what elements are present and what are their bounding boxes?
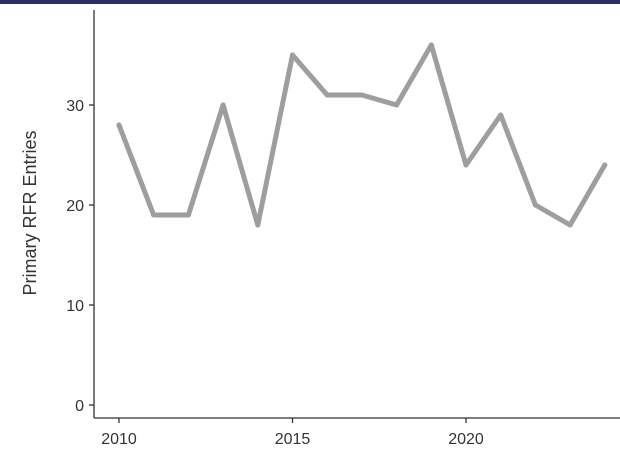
data-point xyxy=(498,112,504,118)
data-point xyxy=(324,92,330,98)
data-point xyxy=(185,212,191,218)
data-point xyxy=(220,102,226,108)
top-accent-bar xyxy=(0,0,620,4)
data-point xyxy=(359,92,365,98)
data-point xyxy=(394,102,400,108)
y-axis-ticks: 0 10 20 30 xyxy=(66,98,94,415)
y-tick-label: 30 xyxy=(66,98,84,115)
axes xyxy=(93,10,620,419)
x-tick-label: 2020 xyxy=(448,431,484,448)
x-axis-ticks: 2010 2015 2020 xyxy=(101,418,484,448)
series-line xyxy=(116,42,608,228)
data-point xyxy=(151,212,157,218)
y-tick-label: 0 xyxy=(75,398,84,415)
data-point xyxy=(532,202,538,208)
data-point xyxy=(463,162,469,168)
x-tick-label: 2010 xyxy=(101,431,137,448)
y-tick-label: 20 xyxy=(66,198,84,215)
y-tick-label: 10 xyxy=(66,298,84,315)
data-point xyxy=(116,122,122,128)
series-layer xyxy=(116,42,608,228)
data-point xyxy=(428,42,434,48)
data-point xyxy=(602,162,608,168)
y-axis-title: Primary RFR Entries xyxy=(20,130,40,295)
data-point xyxy=(255,222,261,228)
data-point xyxy=(290,52,295,58)
data-point xyxy=(567,222,573,228)
x-tick-label: 2015 xyxy=(275,431,311,448)
